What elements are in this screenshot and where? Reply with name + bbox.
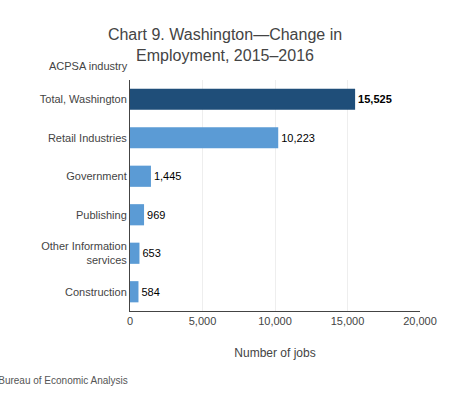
svg-text:20,000: 20,000 (403, 315, 437, 327)
svg-text:10,223: 10,223 (281, 132, 315, 144)
svg-text:5,000: 5,000 (189, 315, 217, 327)
svg-text:584: 584 (141, 286, 159, 298)
svg-text:653: 653 (142, 247, 160, 259)
svg-text:Chart 9. Washington—Change inE: Chart 9. Washington—Change inEmployment,… (108, 26, 342, 64)
svg-text:15,525: 15,525 (358, 93, 392, 105)
svg-text:Other Informationservices: Other Informationservices (41, 240, 127, 266)
svg-text:Number of jobs: Number of jobs (234, 346, 315, 360)
svg-text:15,000: 15,000 (331, 315, 365, 327)
svg-text:969: 969 (147, 209, 165, 221)
svg-text:Government: Government (66, 170, 127, 182)
svg-text:Publishing: Publishing (76, 209, 127, 221)
svg-text:Construction: Construction (65, 286, 127, 298)
svg-text:1,445: 1,445 (154, 170, 182, 182)
svg-text:Retail Industries: Retail Industries (48, 132, 127, 144)
svg-text:0: 0 (127, 315, 133, 327)
svg-text:10,000: 10,000 (258, 315, 292, 327)
svg-text:ACPSA industry: ACPSA industry (49, 60, 128, 72)
svg-text:U.S. Bureau of Economic Analys: U.S. Bureau of Economic Analysis (0, 375, 128, 386)
svg-text:Total, Washington: Total, Washington (40, 93, 127, 105)
